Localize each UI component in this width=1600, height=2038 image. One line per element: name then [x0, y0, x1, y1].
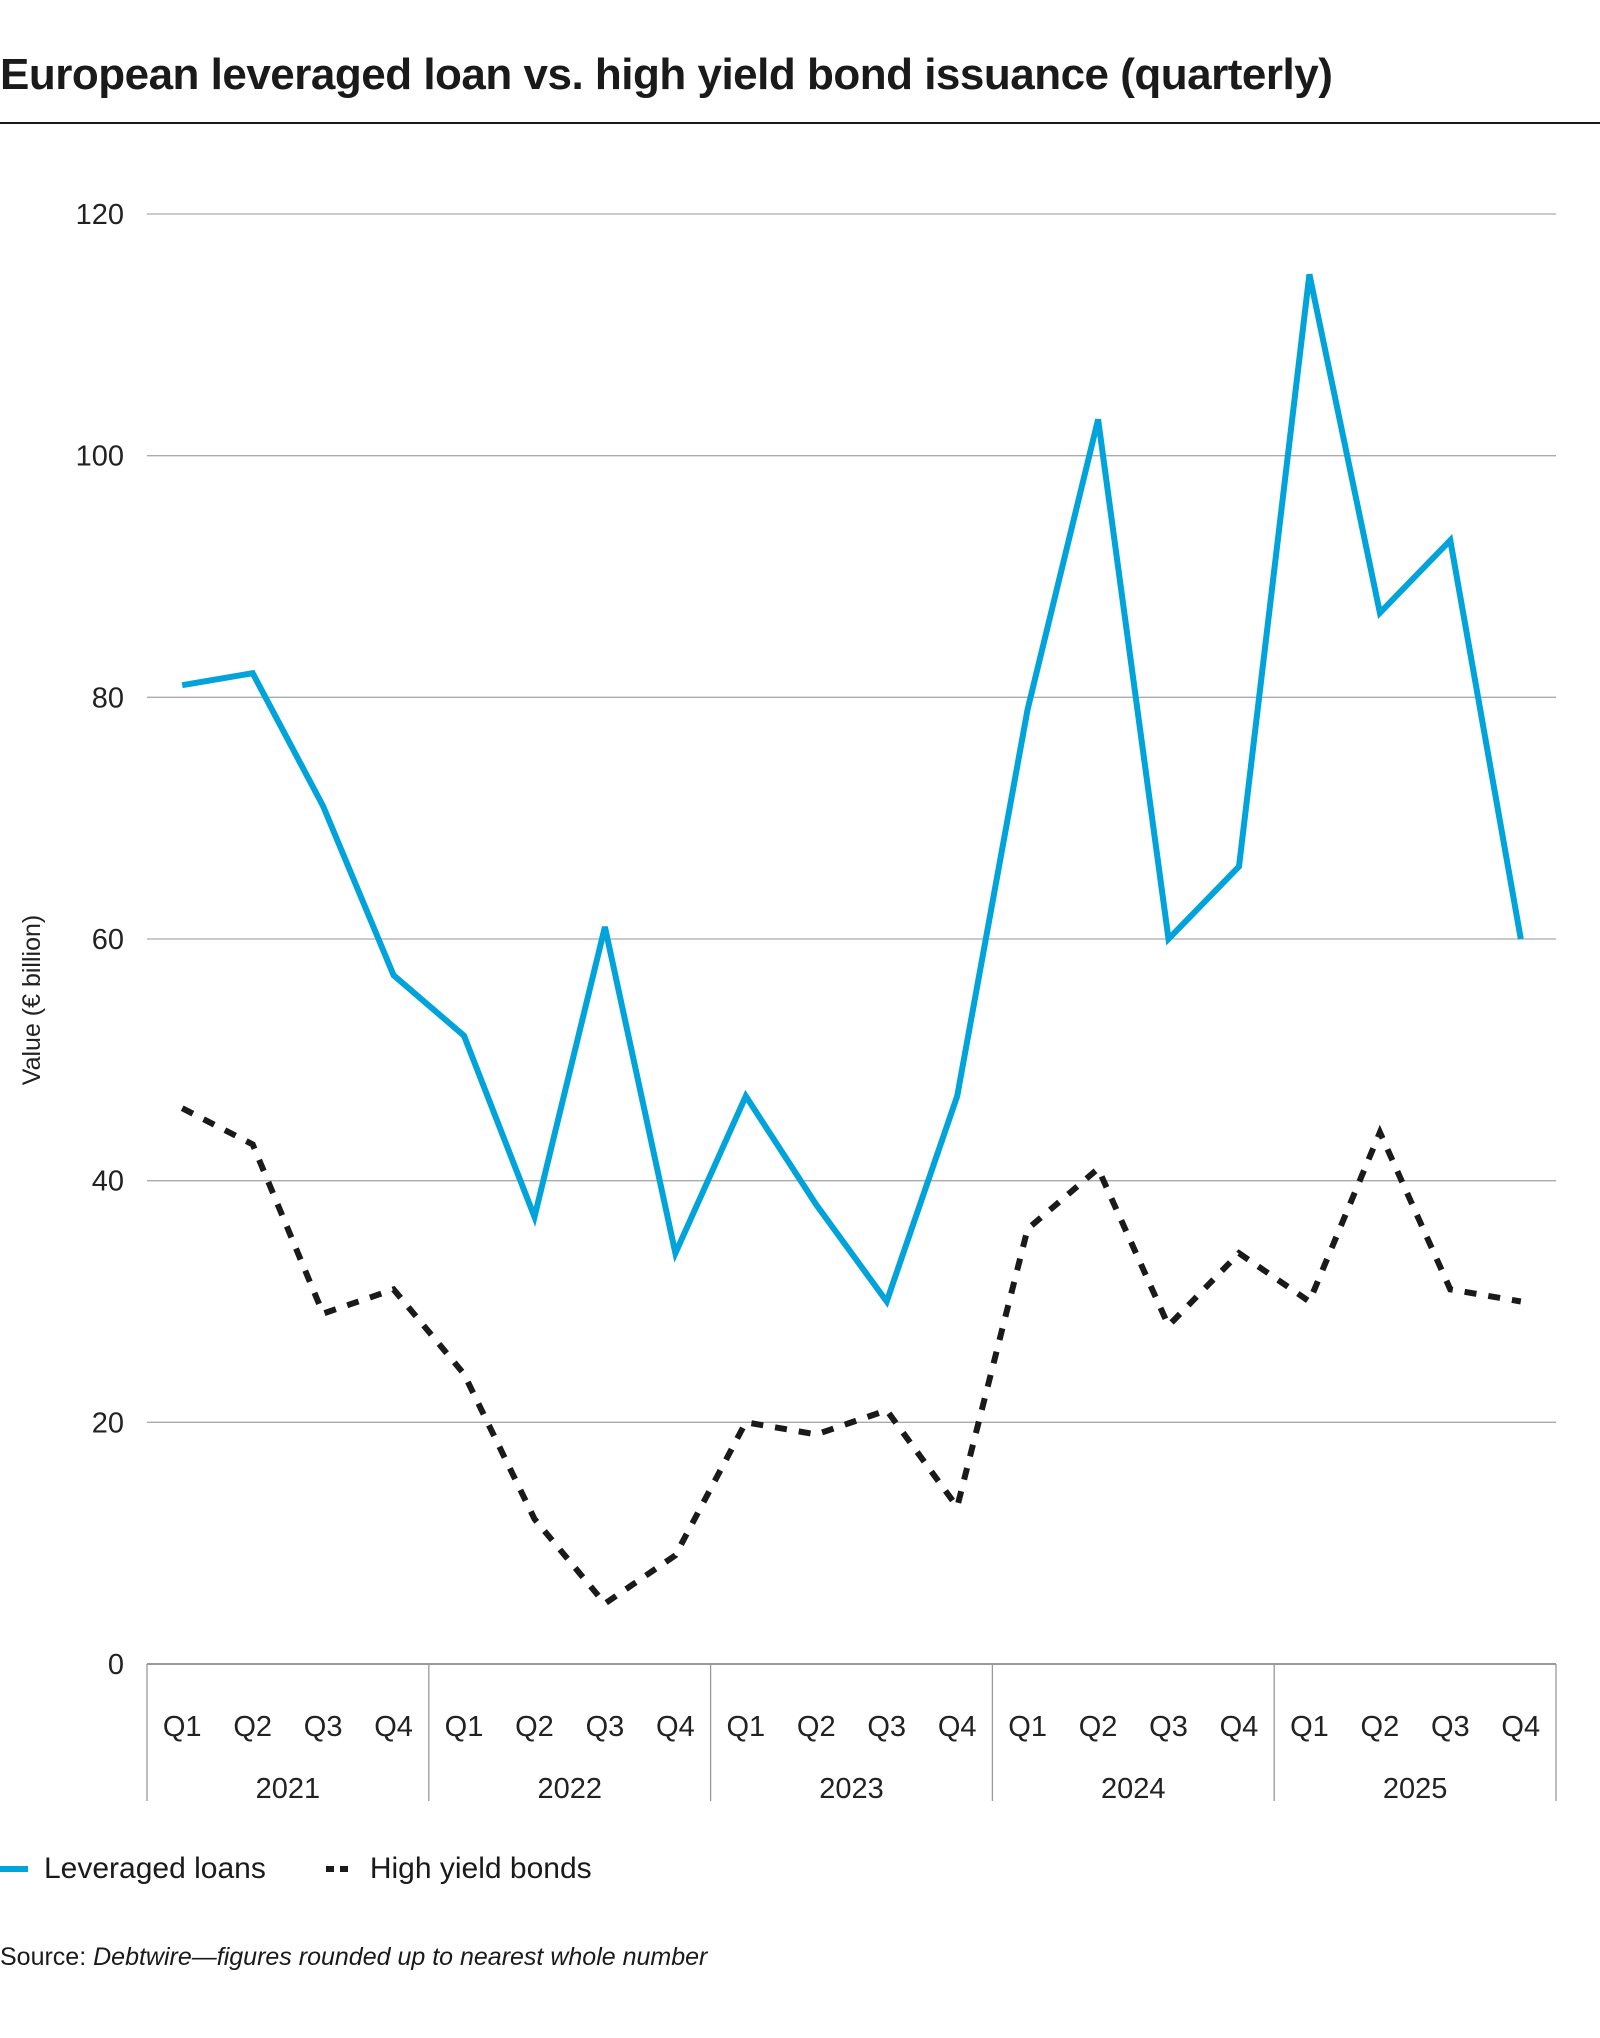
x-tick-label-quarter: Q3: [867, 1711, 906, 1743]
title-divider: [0, 122, 1600, 124]
x-tick-label-quarter: Q1: [1008, 1711, 1047, 1743]
x-tick-label-quarter: Q1: [445, 1711, 484, 1743]
y-tick-label: 60: [92, 924, 124, 956]
x-tick-label-quarter: Q1: [726, 1711, 765, 1743]
chart-title: European leveraged loan vs. high yield b…: [0, 50, 1333, 99]
x-tick-label-year: 2021: [256, 1773, 321, 1805]
line-chart: 0 20 40 60 80 100 120 Value (€ billion) Q1 Q2 Q3…: [18, 199, 1557, 1805]
legend-label: Leveraged loans: [44, 1852, 266, 1885]
x-tick-label-quarter: Q1: [1290, 1711, 1329, 1743]
series-line-high-yield-bonds: [180, 1105, 1522, 1608]
y-tick-label: 120: [76, 199, 124, 231]
x-tick-label-quarter: Q4: [938, 1711, 977, 1743]
y-tick-label: 0: [108, 1649, 124, 1681]
series-line-leveraged-loans: [181, 273, 1524, 1308]
legend-item-high-yield-bonds: High yield bonds: [325, 1852, 592, 1886]
x-tick-label-year: 2024: [1101, 1773, 1166, 1805]
x-tick-label-quarter: Q2: [515, 1711, 554, 1743]
x-tick-label-year: 2025: [1383, 1773, 1448, 1805]
source-label: Source:: [0, 1943, 87, 1971]
legend: Leveraged loans High yield bonds: [0, 1852, 652, 1886]
x-tick-label-quarter: Q2: [1079, 1711, 1118, 1743]
x-tick-label-quarter: Q3: [304, 1711, 343, 1743]
x-tick-label-quarter: Q2: [233, 1711, 272, 1743]
y-axis-title: Value (€ billion): [18, 915, 46, 1085]
x-tick-label-quarter: Q3: [1149, 1711, 1188, 1743]
y-tick-label: 100: [76, 441, 124, 473]
x-tick-label-quarter: Q4: [656, 1711, 695, 1743]
source-note: Source: Debtwire—figures rounded up to n…: [0, 1943, 707, 1972]
source-text: Debtwire—figures rounded up to nearest w…: [93, 1943, 708, 1971]
legend-swatch-dashed: [325, 1866, 354, 1872]
x-tick-label-quarter: Q4: [1220, 1711, 1259, 1743]
x-tick-label-quarter: Q1: [163, 1711, 202, 1743]
x-tick-label-quarter: Q2: [1361, 1711, 1400, 1743]
x-tick-label-quarter: Q3: [586, 1711, 625, 1743]
y-tick-label: 20: [92, 1407, 124, 1439]
x-tick-label-year: 2022: [537, 1773, 602, 1805]
x-tick-label-quarter: Q3: [1431, 1711, 1470, 1743]
legend-label: High yield bonds: [369, 1852, 592, 1885]
x-tick-label-quarter: Q2: [797, 1711, 836, 1743]
legend-item-leveraged-loans: Leveraged loans: [0, 1852, 266, 1886]
legend-swatch-solid: [0, 1866, 28, 1872]
x-tick-label-year: 2023: [819, 1773, 884, 1805]
y-tick-label: 40: [92, 1166, 124, 1198]
x-tick-label-quarter: Q4: [1501, 1711, 1540, 1743]
y-tick-label: 80: [92, 682, 124, 714]
x-tick-label-quarter: Q4: [374, 1711, 413, 1743]
